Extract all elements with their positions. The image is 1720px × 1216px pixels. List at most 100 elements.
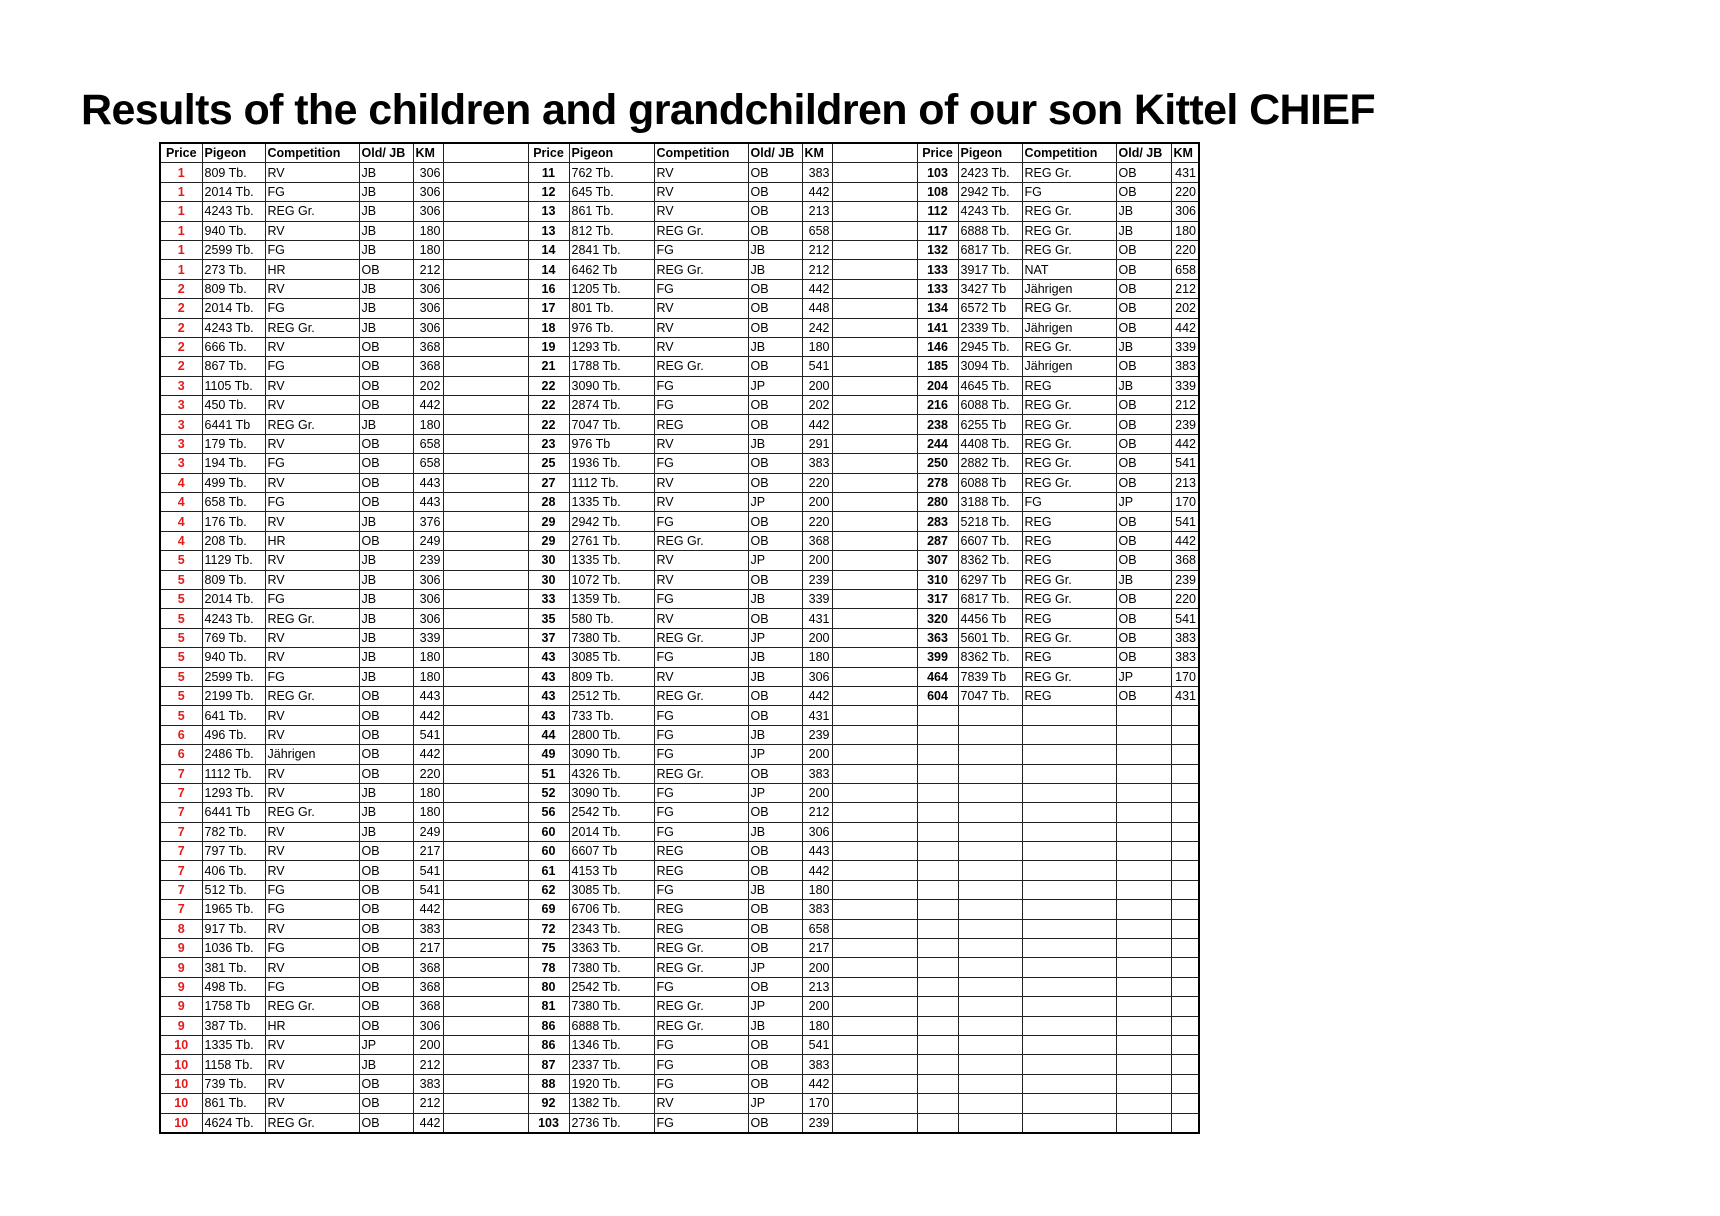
- cell-km: 541: [801, 1034, 833, 1056]
- cell-old-jb: [1115, 1054, 1172, 1075]
- cell-km: [1170, 996, 1200, 1017]
- cell-km: 239: [412, 550, 444, 571]
- cell-old-jb: JB: [358, 220, 414, 241]
- cell-pigeon: 6888 Tb.: [957, 220, 1023, 241]
- cell-competition: REG Gr.: [264, 414, 360, 435]
- spacer-cell: [442, 627, 529, 649]
- cell-old-jb: OB: [358, 860, 414, 881]
- spacer-cell: [442, 220, 529, 241]
- cell-price: 4: [159, 492, 203, 513]
- spacer-cell: [442, 433, 529, 455]
- cell-km: 442: [801, 414, 833, 435]
- cell-old-jb: JB: [358, 317, 414, 338]
- cell-price: 87: [527, 1054, 570, 1075]
- cell-old-jb: JP: [747, 550, 803, 571]
- spacer-cell: [831, 899, 918, 920]
- table-row: 2 4243 Tb. REG Gr. JB 306 18 976 Tb. RV OB 242 141…: [159, 317, 1200, 338]
- cell-km: 442: [801, 181, 833, 203]
- spacer-cell: [831, 705, 918, 726]
- cell-competition: REG Gr.: [1021, 162, 1117, 183]
- cell-old-jb: OB: [358, 976, 414, 998]
- cell-km: 339: [1170, 336, 1200, 358]
- cell-km: [1170, 744, 1200, 765]
- spacer-cell: [442, 802, 529, 823]
- spacer-cell: [442, 996, 529, 1017]
- cell-old-jb: OB: [747, 802, 803, 823]
- cell-old-jb: JP: [747, 492, 803, 513]
- cell-pigeon: 1072 Tb.: [568, 569, 655, 590]
- cell-old-jb: JB: [358, 627, 414, 649]
- cell-old-jb: OB: [747, 395, 803, 416]
- spacer-cell: [831, 1015, 918, 1036]
- cell-old-jb: OB: [358, 938, 414, 959]
- cell-price: [916, 705, 959, 726]
- cell-price: 464: [916, 666, 959, 687]
- cell-old-jb: JB: [358, 608, 414, 629]
- spacer-cell: [831, 879, 918, 901]
- cell-km: 213: [1170, 472, 1200, 494]
- cell-competition: [1021, 1054, 1117, 1075]
- cell-competition: [1021, 996, 1117, 1017]
- cell-competition: [1021, 1034, 1117, 1056]
- cell-pigeon: [957, 841, 1023, 862]
- cell-price: 10: [159, 1073, 203, 1095]
- cell-pigeon: 3090 Tb.: [568, 782, 655, 804]
- table-row: 5 769 Tb. RV JB 339 37 7380 Tb. REG Gr. JP 200 363…: [159, 627, 1200, 649]
- cell-competition: RV: [264, 841, 360, 862]
- cell-pigeon: [957, 976, 1023, 998]
- header-price: Price: [916, 142, 959, 164]
- cell-price: 22: [527, 395, 570, 416]
- header-competition: Competition: [264, 142, 360, 164]
- cell-competition: FG: [653, 782, 749, 804]
- cell-km: 212: [801, 239, 833, 261]
- table-row: 7 782 Tb. RV JB 249 60 2014 Tb. FG JB 306: [159, 821, 1200, 843]
- cell-old-jb: OB: [358, 472, 414, 494]
- cell-price: 2: [159, 298, 203, 319]
- cell-km: 306: [412, 569, 444, 590]
- cell-competition: REG: [1021, 608, 1117, 629]
- cell-pigeon: 2014 Tb.: [201, 298, 266, 319]
- spacer-cell: [442, 201, 529, 222]
- table-row: 3 194 Tb. FG OB 658 25 1936 Tb. FG OB 383 250 2882 …: [159, 453, 1200, 474]
- cell-price: 30: [527, 569, 570, 590]
- header-pigeon: Pigeon: [201, 142, 266, 164]
- spacer-cell: [831, 588, 918, 610]
- spacer-cell: [442, 782, 529, 804]
- cell-price: 3: [159, 453, 203, 474]
- cell-price: 244: [916, 433, 959, 455]
- cell-competition: Jährigen: [1021, 356, 1117, 377]
- cell-km: 180: [801, 336, 833, 358]
- results-table: Price Pigeon Competition Old/ JB KM Pric…: [159, 142, 1200, 1134]
- cell-pigeon: 6607 Tb.: [957, 530, 1023, 552]
- spacer-cell: [442, 239, 529, 261]
- cell-competition: FG: [264, 879, 360, 901]
- cell-km: 170: [801, 1093, 833, 1114]
- cell-km: [1170, 705, 1200, 726]
- cell-old-jb: OB: [1115, 472, 1172, 494]
- cell-competition: FG: [264, 356, 360, 377]
- spacer-cell: [831, 821, 918, 843]
- cell-price: 27: [527, 472, 570, 494]
- cell-km: 658: [801, 220, 833, 241]
- cell-pigeon: 2199 Tb.: [201, 685, 266, 707]
- cell-pigeon: 194 Tb.: [201, 453, 266, 474]
- cell-competition: REG Gr.: [1021, 472, 1117, 494]
- cell-competition: RV: [653, 201, 749, 222]
- table-row: 6 2486 Tb. Jährigen OB 442 49 3090 Tb. FG JP 200: [159, 744, 1200, 765]
- spacer-cell: [831, 201, 918, 222]
- spacer-cell: [442, 569, 529, 590]
- cell-old-jb: [1115, 938, 1172, 959]
- cell-price: 10: [159, 1034, 203, 1056]
- cell-competition: FG: [264, 938, 360, 959]
- spacer-cell: [442, 511, 529, 532]
- cell-pigeon: 3085 Tb.: [568, 879, 655, 901]
- cell-old-jb: [1115, 782, 1172, 804]
- cell-old-jb: JP: [747, 957, 803, 978]
- table-row: 9 1758 Tb REG Gr. OB 368 81 7380 Tb. REG Gr. JP 2…: [159, 996, 1200, 1017]
- spacer-cell: [442, 1054, 529, 1075]
- table-row: 8 917 Tb. RV OB 383 72 2343 Tb. REG OB 658: [159, 918, 1200, 940]
- cell-old-jb: OB: [358, 763, 414, 784]
- cell-competition: FG: [653, 1073, 749, 1095]
- cell-pigeon: 4153 Tb: [568, 860, 655, 881]
- cell-km: 220: [1170, 181, 1200, 203]
